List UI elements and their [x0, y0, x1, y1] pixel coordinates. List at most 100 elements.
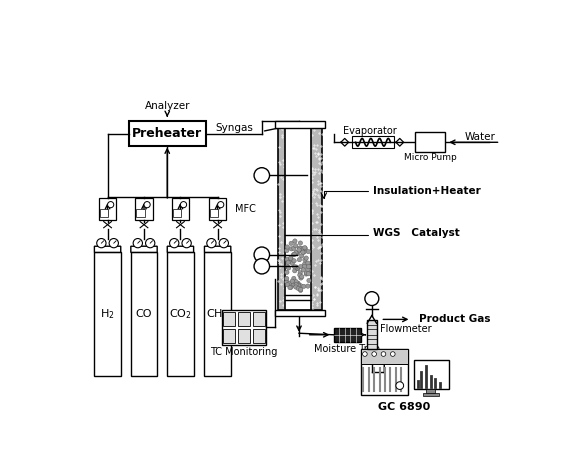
Circle shape [302, 250, 306, 254]
Circle shape [294, 279, 298, 284]
Circle shape [108, 202, 114, 208]
Circle shape [286, 258, 290, 262]
Circle shape [296, 283, 301, 288]
Circle shape [289, 241, 293, 246]
Circle shape [285, 248, 289, 253]
Bar [238, 329, 250, 343]
Bar [423, 393, 439, 396]
Circle shape [363, 352, 367, 356]
Text: TC Monitoring: TC Monitoring [211, 347, 278, 358]
Bar [367, 320, 377, 349]
Circle shape [294, 285, 298, 289]
Circle shape [207, 239, 216, 248]
Circle shape [180, 202, 186, 208]
Bar [128, 121, 206, 146]
Circle shape [298, 270, 302, 275]
Circle shape [292, 252, 296, 256]
Circle shape [303, 247, 307, 251]
Circle shape [295, 266, 300, 270]
FancyBboxPatch shape [167, 246, 194, 252]
Text: Analyzer: Analyzer [145, 101, 190, 111]
Bar [252, 329, 265, 343]
Text: Flowmeter: Flowmeter [381, 324, 432, 333]
Circle shape [289, 285, 293, 290]
Circle shape [300, 275, 304, 279]
Circle shape [146, 239, 155, 248]
Circle shape [306, 284, 310, 288]
Circle shape [303, 246, 307, 250]
Circle shape [302, 284, 306, 289]
Circle shape [294, 251, 298, 255]
Bar [210, 209, 218, 217]
Circle shape [297, 248, 301, 252]
Circle shape [288, 285, 292, 290]
Circle shape [307, 278, 311, 283]
Circle shape [169, 239, 179, 248]
Circle shape [254, 168, 270, 183]
Circle shape [285, 264, 289, 269]
Circle shape [292, 259, 296, 263]
Circle shape [396, 382, 404, 389]
Circle shape [291, 283, 295, 287]
Circle shape [293, 243, 298, 248]
Circle shape [292, 276, 296, 281]
Circle shape [298, 264, 303, 269]
Bar [278, 127, 322, 310]
Bar [275, 310, 325, 316]
Circle shape [295, 284, 300, 289]
Circle shape [294, 265, 298, 269]
Circle shape [297, 246, 302, 250]
Bar [173, 209, 181, 217]
Circle shape [304, 271, 309, 275]
Bar [361, 349, 408, 364]
Text: Moisture Trap: Moisture Trap [314, 344, 380, 354]
Circle shape [254, 247, 270, 262]
Bar [223, 311, 235, 326]
Circle shape [285, 245, 289, 249]
Bar [285, 127, 311, 310]
Bar [238, 311, 250, 326]
Bar [275, 121, 325, 127]
Text: CO: CO [136, 309, 152, 319]
Bar [95, 252, 120, 375]
Circle shape [298, 288, 303, 292]
Text: Micro Pump: Micro Pump [404, 153, 457, 162]
Circle shape [97, 239, 106, 248]
FancyBboxPatch shape [204, 246, 231, 252]
Bar [100, 209, 108, 217]
Bar [99, 198, 116, 220]
Circle shape [293, 269, 297, 273]
Circle shape [303, 258, 307, 262]
Bar [204, 252, 231, 375]
Text: TC: TC [256, 250, 268, 259]
Text: GC 6890: GC 6890 [378, 402, 431, 412]
Circle shape [298, 287, 303, 291]
Circle shape [287, 281, 292, 285]
Circle shape [219, 239, 229, 248]
Circle shape [372, 352, 377, 356]
Circle shape [301, 268, 306, 272]
Circle shape [109, 239, 118, 248]
Circle shape [306, 268, 311, 273]
Circle shape [306, 249, 311, 254]
Circle shape [293, 239, 297, 243]
Circle shape [289, 257, 293, 261]
Circle shape [301, 250, 305, 255]
Text: Insulation+Heater: Insulation+Heater [373, 186, 480, 196]
Bar [361, 349, 408, 395]
Circle shape [296, 266, 300, 271]
Circle shape [285, 283, 289, 287]
Text: Product Gas: Product Gas [419, 314, 490, 325]
Circle shape [296, 251, 300, 255]
Circle shape [218, 202, 224, 208]
Circle shape [304, 256, 309, 260]
Circle shape [296, 281, 300, 285]
Bar [252, 311, 265, 326]
Bar [136, 209, 145, 217]
Circle shape [306, 272, 311, 276]
Circle shape [300, 254, 304, 258]
Circle shape [298, 283, 303, 288]
Circle shape [365, 292, 379, 305]
Circle shape [290, 261, 294, 265]
Circle shape [291, 283, 296, 287]
